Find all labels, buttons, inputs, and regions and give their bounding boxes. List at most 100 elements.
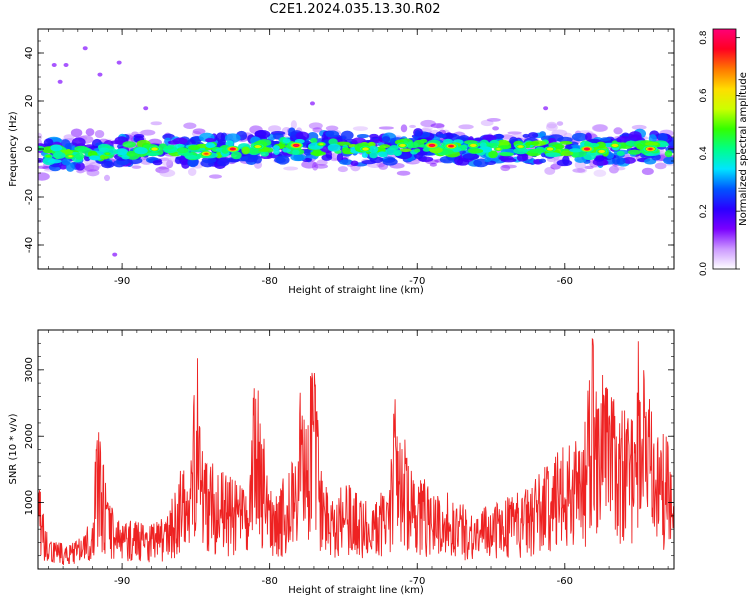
spectrogram-core-cell <box>410 142 419 149</box>
spectrogram-halo-cell <box>546 121 557 129</box>
spectrogram-peak <box>648 148 653 150</box>
spectrogram-body-cell <box>484 157 492 163</box>
colorbar-gradient <box>712 28 737 270</box>
spectrogram-core-cell <box>38 145 45 151</box>
y-tick-label: -40 <box>24 237 35 253</box>
spectrogram-halo-cell <box>593 169 607 177</box>
spectrogram-body-cell <box>350 160 359 167</box>
spectrogram-outlier <box>309 101 315 106</box>
spectrogram-halo-cell <box>85 128 95 137</box>
spectrogram-ylabel: Frequency (Hz) <box>8 111 19 187</box>
spectrogram-body-cell <box>339 159 354 166</box>
spectrogram-halo-cell <box>502 134 513 140</box>
spectrogram-body-cell <box>61 158 71 166</box>
spectrogram-core-cell <box>529 148 545 154</box>
spectrogram-peak <box>294 144 299 147</box>
spectrogram-body-cell <box>574 155 587 163</box>
spectrogram-halo-cell <box>131 165 142 169</box>
spectrogram-halo-cell <box>38 132 43 141</box>
spectrogram-body-cell <box>356 134 370 139</box>
y-tick-label: 40 <box>24 47 35 60</box>
snr-ylabel: SNR (10 * v/v) <box>8 413 19 484</box>
spectrogram-body-cell <box>418 156 434 163</box>
spectrogram-outlier <box>143 106 149 111</box>
spectrogram-halo-cell <box>613 127 623 135</box>
spectrogram-core-cell <box>115 148 129 156</box>
spectrogram-halo-cell <box>290 120 297 130</box>
spectrogram-core-cell <box>361 152 368 158</box>
spectrogram-halo-cell <box>641 167 654 176</box>
spectrogram-halo-cell <box>378 126 394 130</box>
spectrogram-core-cell <box>545 152 561 158</box>
x-tick-label: -70 <box>409 576 425 587</box>
spectrogram-halo-cell <box>63 134 75 140</box>
spectrogram-core-cell <box>616 150 625 156</box>
spectrogram-core-cell <box>369 151 378 159</box>
spectrogram-body-cell <box>498 155 514 161</box>
spectrogram-halo-cell <box>584 165 594 170</box>
spectrogram-body-cell <box>453 156 464 166</box>
spectrogram-core-cell <box>134 147 148 155</box>
snr-panel: -90 -80 -70 -60 1000 2000 3000 Height of strai… <box>8 329 675 596</box>
spectrogram-core-cell <box>569 148 583 153</box>
spectrogram-xlabel: Height of straight line (km) <box>288 285 424 296</box>
spectrogram-halo-cell <box>421 126 433 131</box>
spectrogram-body-cell <box>414 129 421 137</box>
spectrogram-body-cell <box>110 140 126 145</box>
spectrogram-body-cell <box>217 138 227 145</box>
spectrogram-core-cell <box>479 142 487 149</box>
spectrogram-core-cell <box>163 146 174 150</box>
spectrogram-peak <box>230 148 235 150</box>
spectrogram-core-cell <box>74 152 85 160</box>
spectrogram-body-cell <box>43 138 54 147</box>
spectrogram-core-cell <box>525 141 540 146</box>
spectrogram-axis-ticks: -90 -80 -70 -60 -40 -20 0 20 40 <box>24 28 674 287</box>
spectrogram-panel: -90 -80 -70 -60 -40 -20 0 20 40 Height of straig… <box>8 28 675 296</box>
spectrogram-core-cell <box>292 149 300 155</box>
spectrogram-body-cell <box>325 130 340 138</box>
spectrogram-core-cell <box>341 147 351 153</box>
spectrogram-outlier <box>51 63 57 67</box>
spectrogram-band <box>38 46 674 257</box>
x-tick-label: -80 <box>262 276 278 287</box>
spectrogram-body-cell <box>557 136 573 143</box>
spectrogram-core-cell <box>312 148 322 157</box>
spectrogram-outlier <box>82 46 88 51</box>
spectrogram-halo-cell <box>409 124 416 129</box>
spectrogram-peak <box>584 148 589 150</box>
spectrogram-core-cell <box>327 143 341 152</box>
spectrogram-peak <box>46 155 51 158</box>
spectrogram-peak <box>204 152 209 155</box>
spectrogram-peak <box>105 152 110 155</box>
spectrogram-core-cell <box>47 159 62 164</box>
x-tick-label: -70 <box>409 276 425 287</box>
spectrogram-core-cell <box>488 150 498 159</box>
spectrogram-body-cell <box>172 137 188 145</box>
spectrogram-core-cell <box>230 151 242 160</box>
spectrogram-halo-cell <box>500 164 511 172</box>
spectrogram-core-cell <box>272 145 280 151</box>
colorbar-tick-label: 0.0 <box>699 262 709 277</box>
spectrogram-halo-cell <box>301 160 317 169</box>
spectrogram-core-cell <box>76 147 92 154</box>
spectrogram-core-cell <box>664 150 673 158</box>
spectrogram-halo-cell <box>458 124 474 130</box>
spectrogram-halo-cell <box>38 172 50 181</box>
spectrogram-peak <box>496 148 501 150</box>
spectrogram-halo-cell <box>574 160 586 170</box>
spectrogram-body-cell <box>205 137 216 143</box>
spectrogram-body-cell <box>368 133 379 139</box>
spectrogram-core-cell <box>496 139 510 147</box>
spectrogram-core-cell <box>469 148 484 154</box>
spectrogram-body-cell <box>75 161 85 171</box>
spectrogram-body-cell <box>516 153 527 162</box>
spectrogram-core-cell <box>176 147 189 154</box>
spectrogram-body-cell <box>152 159 163 166</box>
spectrogram-core-cell <box>184 154 198 160</box>
spectrogram-halo-cell <box>208 174 223 179</box>
spectrogram-peak <box>68 155 73 158</box>
spectrogram-halo-cell <box>183 122 197 129</box>
spectrogram-body-cell <box>571 132 588 142</box>
colorbar-tick-label: 0.2 <box>699 204 709 218</box>
